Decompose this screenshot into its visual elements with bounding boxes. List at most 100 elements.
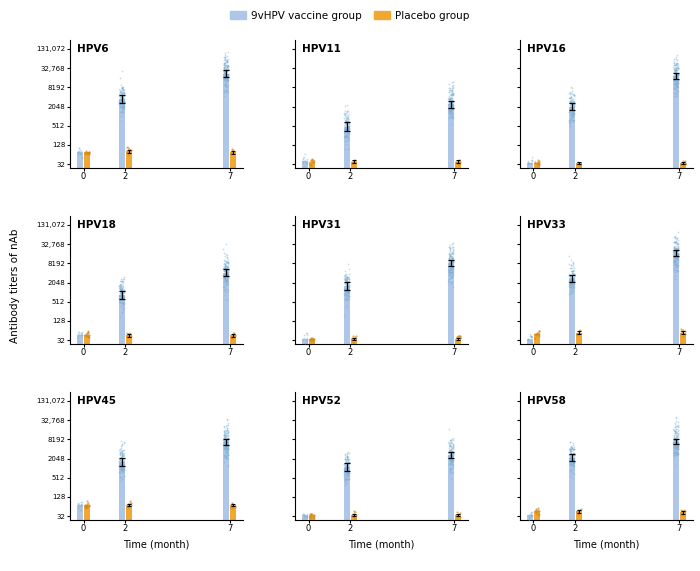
- Text: HPV33: HPV33: [527, 220, 566, 230]
- Point: [568, 460, 579, 469]
- Point: [669, 429, 680, 438]
- Point: [443, 97, 454, 106]
- Point: [349, 158, 360, 167]
- Point: [340, 460, 351, 469]
- Point: [220, 53, 231, 62]
- Point: [115, 461, 126, 470]
- Point: [340, 461, 351, 471]
- Point: [350, 511, 361, 520]
- Point: [340, 461, 351, 470]
- Point: [567, 110, 578, 119]
- Point: [447, 255, 458, 264]
- Point: [298, 510, 309, 519]
- Point: [447, 441, 458, 450]
- Point: [671, 246, 682, 255]
- Point: [446, 455, 457, 464]
- Point: [444, 452, 456, 461]
- Point: [218, 266, 229, 275]
- Point: [116, 292, 127, 301]
- Point: [220, 268, 232, 278]
- Point: [114, 460, 125, 469]
- Point: [668, 81, 679, 90]
- Point: [447, 93, 458, 102]
- Point: [218, 58, 230, 67]
- Point: [444, 450, 456, 459]
- Point: [668, 72, 679, 81]
- Point: [218, 434, 230, 443]
- Point: [446, 96, 457, 106]
- Point: [219, 275, 230, 284]
- Point: [343, 123, 354, 132]
- Point: [118, 92, 129, 101]
- Point: [566, 445, 577, 454]
- Point: [567, 96, 578, 105]
- Point: [340, 464, 351, 473]
- Point: [668, 259, 680, 268]
- Point: [339, 108, 350, 117]
- Point: [668, 434, 680, 443]
- Point: [445, 453, 456, 462]
- Point: [342, 126, 353, 135]
- Point: [530, 329, 541, 339]
- Point: [566, 98, 577, 107]
- Point: [670, 254, 681, 263]
- Bar: [344, 286, 349, 571]
- Point: [221, 272, 232, 281]
- Point: [445, 448, 456, 457]
- Point: [447, 441, 458, 451]
- Point: [567, 455, 578, 464]
- Point: [118, 86, 130, 95]
- Bar: [680, 163, 686, 571]
- Point: [220, 60, 231, 69]
- Point: [114, 98, 125, 107]
- Point: [445, 448, 456, 457]
- Point: [342, 115, 354, 124]
- Point: [340, 276, 351, 285]
- Point: [572, 159, 583, 168]
- Point: [444, 98, 455, 107]
- Point: [564, 444, 575, 453]
- Point: [568, 279, 580, 288]
- Point: [566, 454, 578, 463]
- Point: [222, 441, 233, 451]
- Point: [668, 73, 680, 82]
- Point: [678, 510, 690, 519]
- Point: [114, 282, 125, 291]
- Point: [116, 89, 127, 98]
- Point: [220, 58, 232, 67]
- Point: [446, 104, 457, 114]
- Point: [219, 79, 230, 88]
- Point: [565, 277, 576, 286]
- Point: [444, 266, 456, 275]
- Point: [574, 159, 585, 168]
- Point: [339, 471, 350, 480]
- Point: [222, 425, 233, 434]
- Point: [668, 437, 680, 446]
- Point: [445, 105, 456, 114]
- Point: [222, 433, 233, 443]
- Point: [219, 257, 230, 266]
- Point: [565, 276, 576, 286]
- Point: [220, 252, 231, 261]
- Point: [118, 88, 129, 97]
- Point: [564, 274, 575, 283]
- Point: [73, 143, 84, 152]
- Point: [673, 71, 684, 80]
- Point: [673, 444, 684, 453]
- Point: [526, 158, 537, 167]
- Point: [564, 98, 575, 107]
- Point: [223, 271, 234, 280]
- Point: [219, 286, 230, 295]
- Point: [566, 447, 577, 456]
- Point: [342, 112, 354, 121]
- Point: [221, 437, 232, 447]
- Point: [83, 327, 94, 336]
- Point: [452, 510, 463, 520]
- Point: [567, 90, 578, 99]
- Point: [118, 455, 129, 464]
- Point: [223, 444, 234, 453]
- Point: [117, 465, 128, 474]
- Point: [668, 258, 680, 267]
- Point: [668, 441, 680, 451]
- Point: [672, 234, 683, 243]
